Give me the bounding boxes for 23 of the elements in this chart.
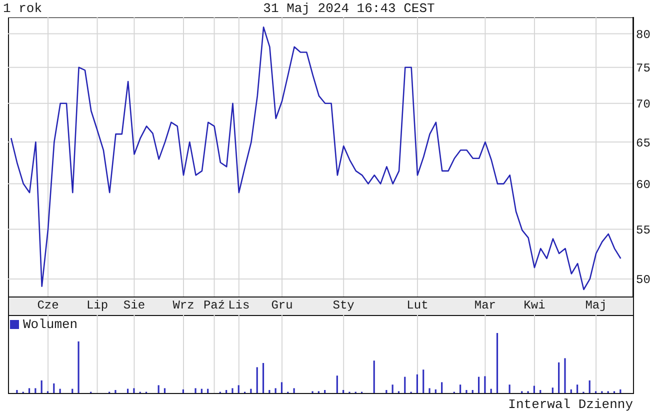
y-tick-label: 80 <box>636 28 650 42</box>
chart-subtitle: 31 Maj 2024 16:43 CEST <box>263 1 435 16</box>
x-tick-label: Paź <box>203 298 226 313</box>
y-tick-label: 50 <box>636 273 650 288</box>
y-tick-label: 70 <box>636 98 650 112</box>
x-tick-label: Sty <box>332 298 354 313</box>
y-tick-label: 55 <box>636 223 650 238</box>
x-tick-label: Sie <box>123 298 146 313</box>
y-tick-label: 75 <box>636 62 650 76</box>
x-tick-label: Mar <box>474 298 496 313</box>
y-tick-label: 65 <box>636 136 650 150</box>
x-tick-label: Kwi <box>524 298 546 313</box>
x-tick-label: Wrz <box>172 298 194 313</box>
x-tick-label: Cze <box>37 298 59 313</box>
x-tick-label: Lip <box>86 298 108 313</box>
text: Interwal Dzienny <box>508 397 633 412</box>
y-tick-label: 60 <box>636 178 650 192</box>
x-tick-label: Lis <box>228 298 250 313</box>
x-tick-label: Lut <box>406 298 428 313</box>
x-tick-label: Gru <box>271 298 293 313</box>
x-tick-label: Maj <box>585 298 607 313</box>
legend-label: Wolumen <box>23 317 78 332</box>
chart-title: 1 rok <box>3 1 42 16</box>
